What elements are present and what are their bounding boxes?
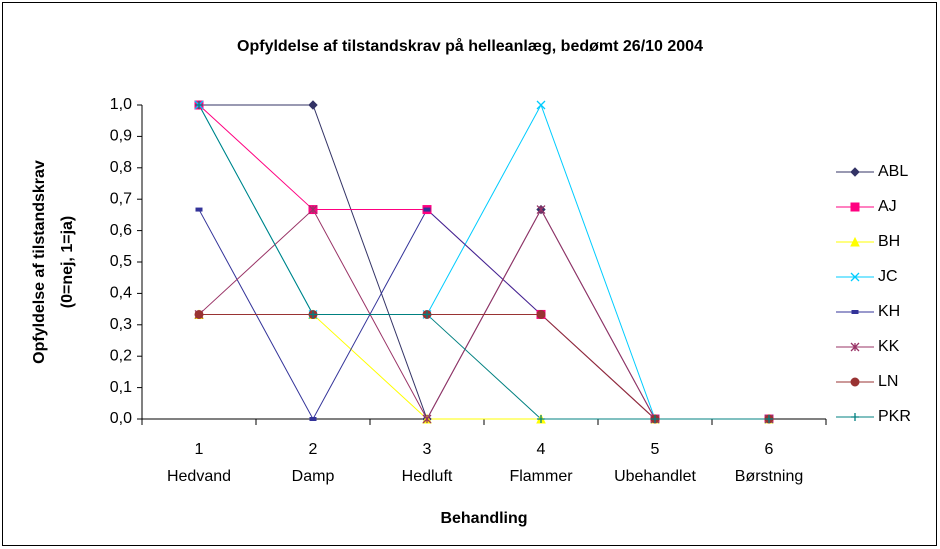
data-point [422,414,432,424]
data-point [537,415,545,423]
x-tick-label: Hedluft [402,468,453,485]
y-tick-label: 0,3 [110,316,132,333]
y-tick-label: 0,0 [110,410,132,427]
y-tick-label: 0,2 [110,347,132,364]
data-point [651,415,659,423]
y-tick-label: 0,8 [110,159,132,176]
data-point [195,101,203,109]
data-point [308,205,318,215]
legend-marker [851,310,859,314]
y-axis-title: (0=nej, 1=ja) [59,216,76,309]
legend-marker [850,167,860,177]
y-tick-label: 0,9 [110,128,132,145]
x-axis-title: Behandling [440,510,527,527]
data-point [309,417,317,421]
data-point [536,205,546,215]
y-axis-title: Opfyldelse af tilstandskrav [31,160,48,364]
x-tick-label: Hedvand [167,468,231,485]
legend-label: PKR [878,408,911,425]
y-tick-label: 0,4 [110,285,132,302]
x-tick-label: 1 [195,441,204,458]
data-point [423,207,431,212]
chart-title: Opfyldelse af tilstandskrav på helleanlæ… [237,37,703,55]
legend-label: BH [878,233,900,250]
legend-marker [850,342,860,352]
data-point [536,309,546,319]
x-tick-label: Ubehandlet [614,468,696,485]
legend-marker [851,413,859,421]
legend-marker [850,377,860,387]
data-point [309,310,317,319]
legend-label: JC [878,268,898,285]
series-line [198,104,769,420]
legend-marker [850,272,860,282]
x-tick-label: Damp [292,468,335,485]
data-point [195,207,203,212]
legend-label: ABL [878,163,908,180]
x-tick-label: Børstning [735,468,803,485]
x-tick-label: 5 [651,441,660,458]
y-tick-label: 0,5 [110,253,132,270]
x-tick-label: 6 [765,441,774,458]
legend-label: AJ [878,198,897,215]
y-tick-label: 0,6 [110,222,132,239]
legend-label: KH [878,303,900,320]
data-point [423,310,431,319]
legend-marker [850,202,860,212]
data-point [765,415,773,423]
y-tick-label: 0,1 [110,379,132,396]
data-point [308,100,318,110]
x-tick-label: 2 [309,441,318,458]
legend-label: KK [878,338,900,355]
data-point [536,100,546,110]
y-tick-label: 1,0 [110,96,132,113]
legend-label: LN [878,373,898,390]
x-tick-label: 4 [537,441,546,458]
x-tick-label: 3 [423,441,432,458]
legend-marker [850,236,860,247]
y-tick-label: 0,7 [110,190,132,207]
x-tick-label: Flammer [509,468,573,485]
data-point [194,309,204,319]
